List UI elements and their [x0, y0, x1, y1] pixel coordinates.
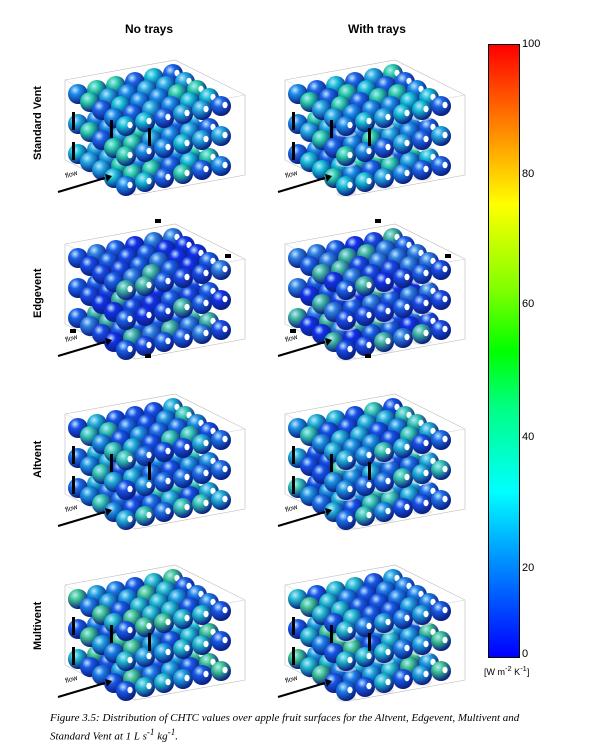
- figure-caption: Figure 3.5: Distribution of CHTC values …: [50, 712, 520, 743]
- column-header-no-trays: No trays: [125, 22, 174, 36]
- svg-text:flow: flow: [285, 675, 300, 685]
- colorbar-tick-0: 0: [522, 648, 529, 660]
- svg-text:flow: flow: [65, 675, 80, 685]
- colorbar-tick-60: 60: [522, 298, 535, 310]
- svg-text:flow: flow: [65, 170, 80, 180]
- colorbar-tick-80: 80: [522, 168, 535, 180]
- panel-edgevent-no-trays: flow: [57, 219, 246, 360]
- colorbar-tick-100: 100: [522, 38, 541, 50]
- row-label-multivent: Multivent: [32, 601, 44, 650]
- colorbar-unit: [W m-2 K-1]: [484, 664, 530, 677]
- svg-text:flow: flow: [285, 504, 300, 514]
- colorbar-tick-20: 20: [522, 562, 535, 574]
- colorbar: [488, 44, 520, 658]
- panel-edgevent-with-trays: flow: [277, 219, 466, 361]
- row-label-edgevent: Edgevent: [32, 268, 44, 318]
- panel-altvent-no-trays: flow: [57, 393, 246, 530]
- svg-text:flow: flow: [285, 334, 300, 344]
- panel-multivent-with-trays: flow: [277, 564, 466, 702]
- panel-multivent-no-trays: flow: [57, 564, 246, 701]
- svg-text:flow: flow: [65, 504, 80, 514]
- panel-standard-vent-with-trays: flow: [277, 59, 466, 197]
- panel-altvent-with-trays: flow: [277, 393, 466, 531]
- column-header-with-trays: With trays: [348, 22, 406, 36]
- colorbar-tick-40: 40: [522, 431, 535, 443]
- svg-text:flow: flow: [285, 170, 300, 180]
- row-label-altvent: Altvent: [32, 440, 44, 478]
- row-label-standard-vent: Standard Vent: [32, 86, 44, 160]
- svg-text:flow: flow: [65, 334, 80, 344]
- panel-standard-vent-no-trays: flow: [57, 59, 246, 196]
